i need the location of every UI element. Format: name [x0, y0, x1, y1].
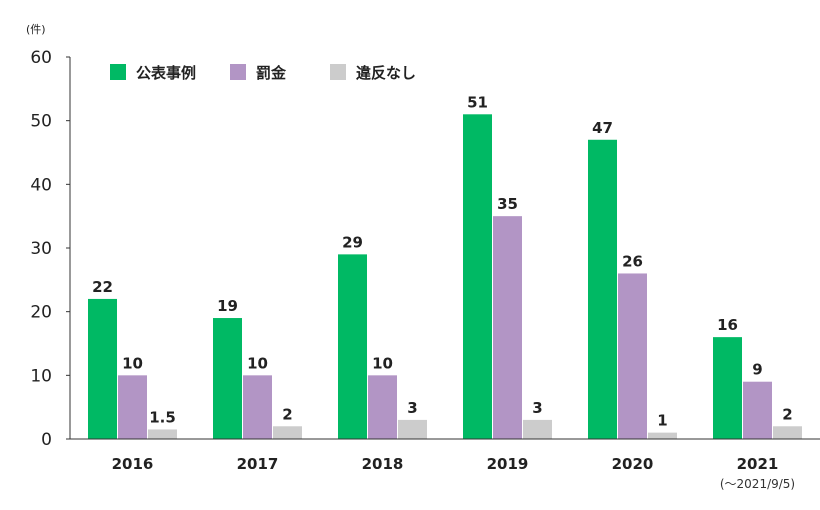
data-label: 3	[407, 399, 417, 417]
bar-公表事例-2020	[588, 139, 617, 439]
x-tick-label: 2020	[612, 455, 654, 473]
bar-公表事例-2021	[713, 337, 742, 439]
data-label: 29	[342, 233, 363, 251]
x-axis: 2016 2017 2018 2019 2020 2021 (～2021/9/5)	[70, 438, 820, 491]
bar-違反なし-2018	[398, 419, 427, 439]
data-label: 10	[372, 354, 393, 372]
x-tick-note: (～2021/9/5)	[720, 477, 795, 491]
data-labels-group: 22 10 1.5 19 10 2 29 10 3 51 35 3 47 26 1 16 9 2	[92, 93, 793, 429]
y-tick-label: 20	[30, 303, 52, 323]
legend-label: 公表事例	[136, 64, 196, 82]
x-tick-label: 2021	[737, 455, 779, 473]
data-label: 2	[282, 405, 292, 423]
y-tick-label: 0	[41, 430, 52, 450]
x-tick-label: 2017	[237, 455, 279, 473]
data-label: 19	[217, 297, 238, 315]
data-label: 47	[592, 119, 613, 137]
data-label: 10	[122, 354, 143, 372]
y-tick-label: 50	[30, 112, 52, 132]
y-tick-label: 40	[30, 175, 52, 195]
bar-違反なし-2021	[773, 426, 802, 439]
bar-違反なし-2019	[523, 419, 552, 439]
x-tick-label: 2018	[362, 455, 404, 473]
bar-罰金-2021	[743, 381, 772, 439]
x-tick-label: 2019	[487, 455, 529, 473]
bars-group	[88, 114, 802, 440]
bar-違反なし-2016	[148, 429, 177, 439]
legend: 公表事例 罰金 違反なし	[110, 64, 416, 82]
bar-違反なし-2017	[273, 426, 302, 439]
legend-swatch	[230, 64, 246, 80]
data-label: 22	[92, 278, 113, 296]
data-label: 35	[497, 195, 518, 213]
data-label: 3	[532, 399, 542, 417]
y-axis: (件) 0 10 20 30 40 50 60	[26, 23, 71, 450]
y-tick-label: 10	[30, 366, 52, 386]
bar-公表事例-2019	[463, 114, 492, 440]
bar-公表事例-2016	[88, 298, 117, 439]
y-tick-label: 30	[30, 239, 52, 259]
data-label: 51	[467, 93, 488, 111]
data-label: 9	[752, 361, 762, 379]
data-label: 10	[247, 354, 268, 372]
data-label: 1	[657, 412, 667, 430]
legend-swatch	[330, 64, 346, 80]
data-label: 2	[782, 405, 792, 423]
x-tick-label: 2016	[112, 455, 154, 473]
bar-罰金-2017	[243, 375, 272, 439]
bar-罰金-2018	[368, 375, 397, 439]
legend-swatch	[110, 64, 126, 80]
data-label: 1.5	[149, 408, 176, 426]
y-tick-label: 60	[30, 48, 52, 68]
bar-公表事例-2017	[213, 318, 242, 439]
data-label: 16	[717, 316, 738, 334]
data-label: 26	[622, 252, 643, 270]
y-axis-unit: (件)	[26, 23, 46, 36]
legend-label: 罰金	[256, 64, 287, 82]
bar-罰金-2016	[118, 375, 147, 439]
legend-label: 違反なし	[356, 64, 416, 82]
bar-罰金-2020	[618, 273, 647, 439]
bar-罰金-2019	[493, 216, 522, 439]
bar-違反なし-2020	[648, 432, 677, 439]
bar-公表事例-2018	[338, 254, 367, 439]
